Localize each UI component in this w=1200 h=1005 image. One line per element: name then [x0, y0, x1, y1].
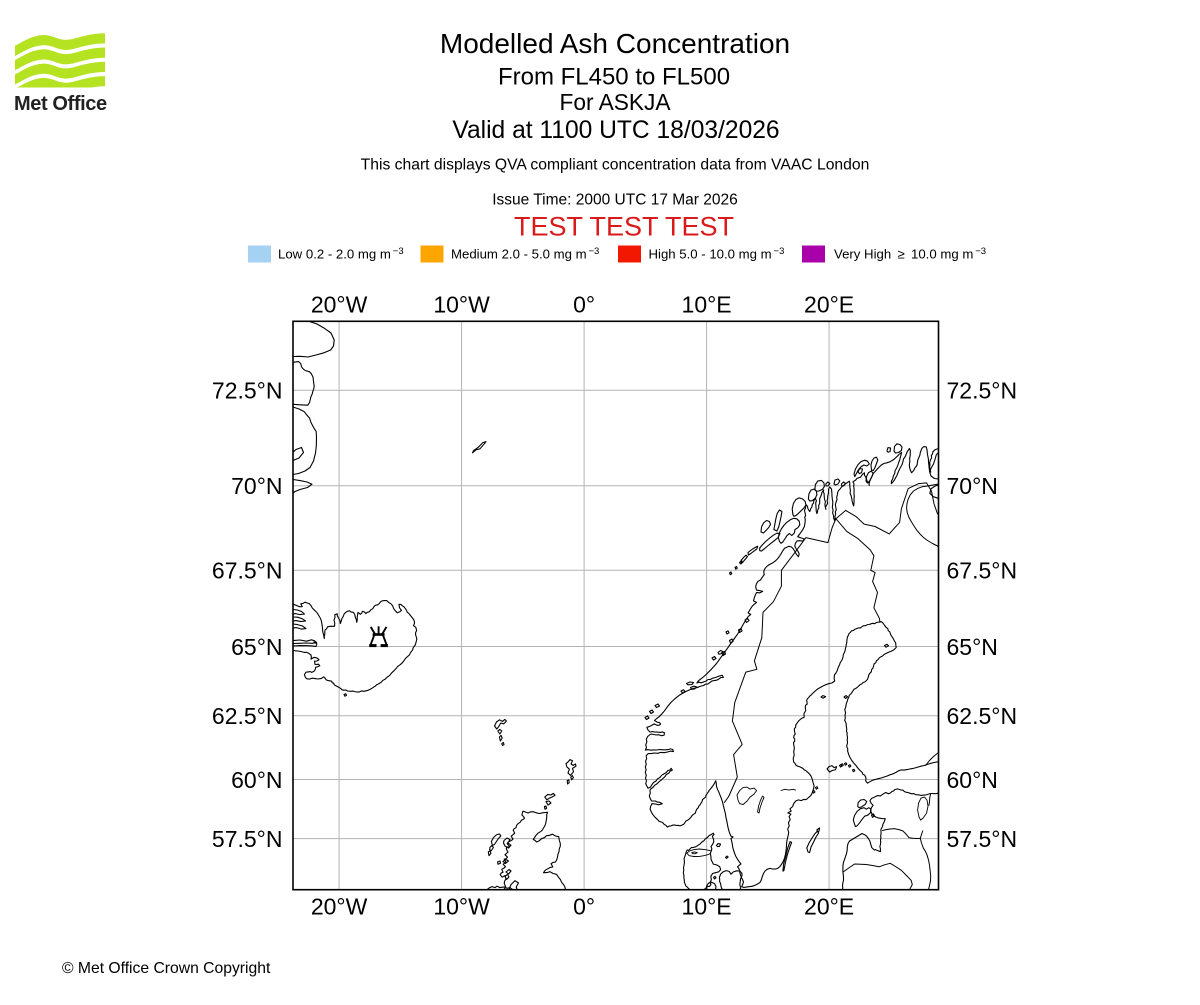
svg-text:TEST TEST TEST: TEST TEST TEST [514, 212, 734, 242]
svg-text:From FL450 to FL500: From FL450 to FL500 [498, 64, 730, 91]
svg-text:© Met Office Crown Copyright: © Met Office Crown Copyright [62, 960, 271, 977]
svg-text:Very High ≥ 10.0 mg m −3: Very High ≥ 10.0 mg m −3 [834, 246, 986, 262]
svg-text:62.5°N: 62.5°N [947, 703, 1018, 729]
svg-text:20°W: 20°W [311, 292, 368, 318]
svg-text:10°E: 10°E [682, 292, 732, 318]
svg-text:Medium 2.0 - 5.0 mg m −3: Medium 2.0 - 5.0 mg m −3 [451, 246, 599, 262]
svg-text:20°E: 20°E [804, 292, 854, 318]
svg-text:65°N: 65°N [947, 634, 998, 660]
svg-text:For ASKJA: For ASKJA [560, 89, 672, 115]
svg-text:60°N: 60°N [231, 767, 282, 793]
svg-text:57.5°N: 57.5°N [947, 826, 1018, 852]
svg-text:70°N: 70°N [231, 473, 282, 499]
svg-text:20°W: 20°W [311, 894, 368, 920]
svg-text:62.5°N: 62.5°N [212, 703, 283, 729]
svg-text:Modelled Ash Concentration: Modelled Ash Concentration [440, 28, 790, 59]
svg-text:0°: 0° [573, 292, 595, 318]
svg-text:72.5°N: 72.5°N [947, 378, 1018, 404]
svg-text:This chart displays QVA compli: This chart displays QVA compliant concen… [361, 157, 870, 174]
svg-text:72.5°N: 72.5°N [212, 378, 283, 404]
svg-text:67.5°N: 67.5°N [947, 558, 1018, 584]
svg-text:20°E: 20°E [804, 894, 854, 920]
svg-text:10°E: 10°E [682, 894, 732, 920]
svg-text:65°N: 65°N [231, 634, 282, 660]
svg-text:70°N: 70°N [947, 473, 998, 499]
svg-text:0°: 0° [573, 894, 595, 920]
svg-text:Low 0.2 - 2.0 mg m −3: Low 0.2 - 2.0 mg m −3 [278, 246, 404, 262]
svg-text:Valid at 1100 UTC 18/03/2026: Valid at 1100 UTC 18/03/2026 [452, 117, 779, 144]
svg-text:67.5°N: 67.5°N [212, 558, 283, 584]
svg-text:Met Office: Met Office [14, 93, 107, 115]
svg-text:60°N: 60°N [947, 767, 998, 793]
svg-text:10°W: 10°W [433, 292, 490, 318]
svg-text:High 5.0 - 10.0 mg m −3: High 5.0 - 10.0 mg m −3 [649, 246, 785, 262]
svg-text:Issue Time: 2000 UTC 17 Mar 20: Issue Time: 2000 UTC 17 Mar 2026 [492, 192, 738, 209]
svg-text:57.5°N: 57.5°N [212, 826, 283, 852]
svg-text:10°W: 10°W [433, 894, 490, 920]
